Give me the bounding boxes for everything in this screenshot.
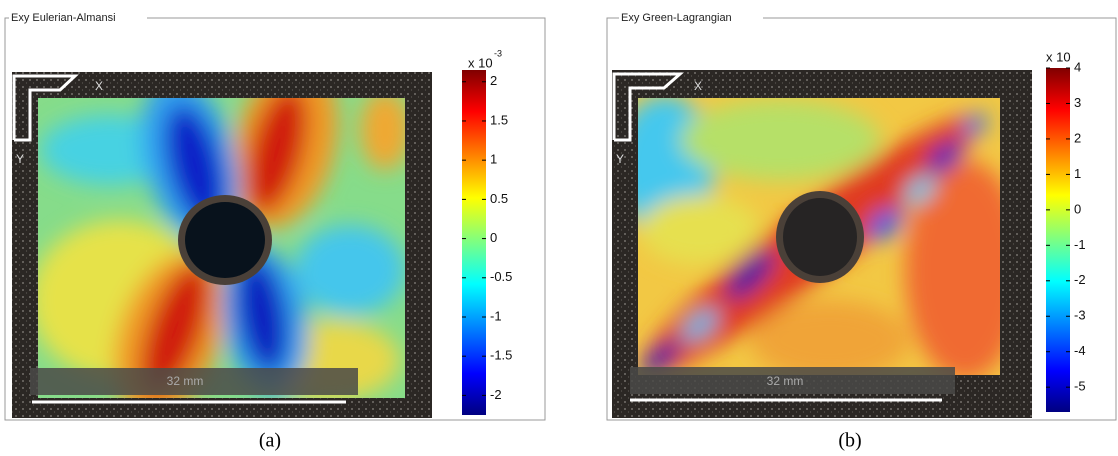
- colorbar-tick-label: 3: [1074, 95, 1081, 110]
- panel-title: Exy Eulerian-Almansi: [11, 12, 116, 24]
- figure: Exy Eulerian-Almansi X Y: [0, 0, 1118, 456]
- colorbar-tick-label: 2: [1074, 130, 1081, 145]
- colorbar-tick-label: 2: [490, 73, 497, 88]
- caption: (b): [838, 430, 861, 452]
- colorbar-tick-label: -1: [1074, 237, 1086, 252]
- panel-title: Exy Green-Lagrangian: [621, 12, 732, 24]
- x-axis-label: X: [694, 79, 702, 93]
- colorbar-multiplier: x 10: [468, 55, 493, 70]
- hole: [185, 202, 265, 278]
- colorbar-tick-label: 4: [1074, 59, 1081, 74]
- colorbar: [462, 70, 486, 415]
- scale-bar-label: 32 mm: [167, 374, 204, 388]
- colorbar-tick-label: -4: [1074, 343, 1086, 358]
- colorbar-multiplier: x 10: [1046, 49, 1071, 64]
- x-axis-label: X: [95, 79, 103, 93]
- colorbar-exponent: -3: [494, 48, 502, 58]
- panel: Exy Green-Lagrangian X Y: [607, 11, 1116, 452]
- colorbar-tick-label: 1.5: [490, 112, 508, 127]
- scale-bar-label: 32 mm: [767, 374, 804, 388]
- colorbar-tick-label: -3: [1074, 308, 1086, 323]
- colorbar-tick-label: 1: [1074, 166, 1081, 181]
- caption: (a): [259, 430, 281, 452]
- colorbar-tick-label: 1: [490, 152, 497, 167]
- colorbar-tick-label: -5: [1074, 379, 1086, 394]
- colorbar-tick-label: -1.5: [490, 348, 512, 363]
- colorbar-tick-label: -1: [490, 308, 502, 323]
- colorbar-tick-label: -2: [490, 387, 502, 402]
- colorbar-tick-label: 0: [1074, 201, 1081, 216]
- colorbar-tick-label: -0.5: [490, 269, 512, 284]
- y-axis-label: Y: [16, 152, 24, 166]
- colorbar-tick-label: -2: [1074, 272, 1086, 287]
- y-axis-label: Y: [616, 152, 624, 166]
- colorbar-tick-label: 0: [490, 230, 497, 245]
- hole: [783, 198, 857, 276]
- colorbar-tick-label: 0.5: [490, 191, 508, 206]
- colorbar: [1046, 68, 1070, 412]
